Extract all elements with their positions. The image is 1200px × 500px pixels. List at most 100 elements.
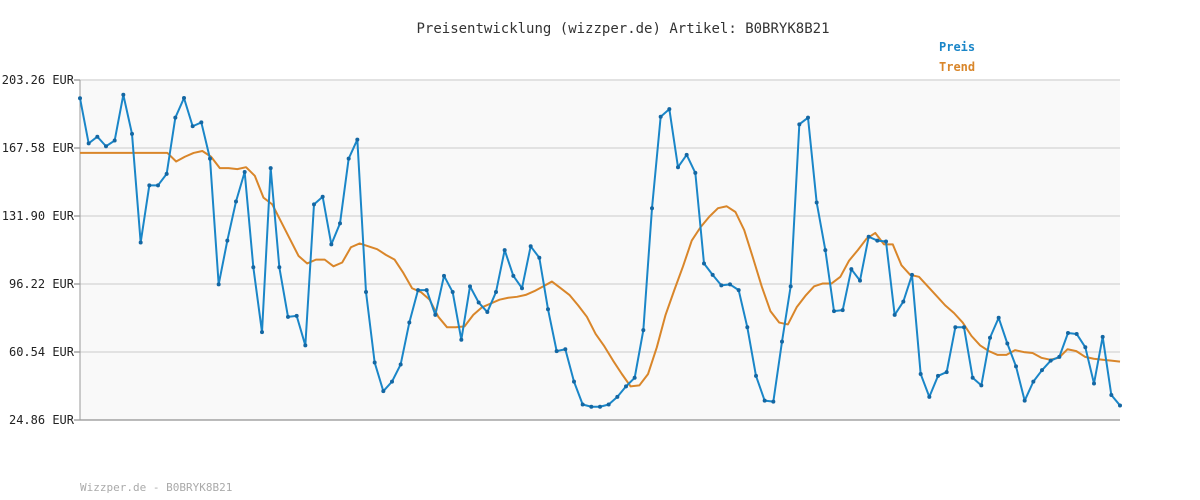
data-point (1022, 398, 1027, 403)
data-point (147, 183, 152, 188)
data-point (502, 248, 507, 253)
series-line (80, 150, 1121, 388)
data-point (537, 255, 542, 260)
data-point (199, 120, 204, 125)
data-point (1092, 381, 1096, 386)
data-point (546, 307, 550, 312)
data-point (684, 152, 689, 157)
data-point (641, 328, 646, 333)
data-point (346, 156, 351, 161)
data-point (762, 398, 767, 403)
y-tick-label: 24.86 EUR (9, 413, 75, 427)
data-point (563, 347, 568, 352)
data-point (1074, 331, 1079, 336)
data-point (1100, 334, 1105, 339)
data-point (1040, 368, 1044, 373)
data-point (390, 379, 394, 384)
data-point (528, 244, 533, 249)
y-tick-label: 203.26 EUR (2, 73, 75, 87)
data-point (589, 404, 594, 409)
data-point (658, 114, 663, 119)
data-point (927, 394, 932, 399)
data-point (1048, 358, 1053, 363)
data-point (806, 115, 810, 120)
legend-preis: Preis (939, 40, 975, 54)
data-point (754, 373, 758, 378)
data-point (771, 399, 776, 404)
data-point (260, 330, 264, 335)
data-point (918, 371, 923, 376)
data-point (242, 169, 247, 174)
data-point (364, 290, 368, 295)
legend-trend: Trend (939, 60, 975, 74)
data-point (1057, 354, 1062, 359)
data-point (86, 141, 91, 146)
data-point (858, 278, 862, 283)
data-point (632, 375, 637, 380)
data-point (520, 286, 524, 291)
data-point (702, 261, 706, 266)
data-point (745, 325, 750, 330)
data-point (320, 194, 325, 199)
data-point (667, 107, 672, 112)
data-point (910, 272, 914, 277)
data-point (892, 312, 897, 317)
data-point (1014, 364, 1018, 369)
data-point (442, 273, 446, 278)
data-point (95, 134, 100, 139)
gridlines (74, 79, 1120, 421)
data-point (268, 166, 273, 171)
data-point (875, 238, 880, 243)
data-point (866, 234, 871, 239)
data-point (710, 272, 715, 277)
data-point (468, 284, 472, 289)
data-point (433, 312, 438, 317)
data-point (580, 402, 585, 407)
data-point (312, 202, 316, 207)
data-point (104, 144, 108, 149)
data-point (788, 284, 793, 289)
data-point (996, 315, 1001, 320)
plot-background (80, 80, 1120, 420)
data-point (1066, 331, 1070, 336)
chart-title: Preisentwicklung (wizzper.de) Artikel: B… (416, 21, 829, 37)
plot-area: 203.26 EUR 167.58 EUR 131.90 EUR 96.22 EUR 6… (2, 73, 1122, 427)
data-point (234, 199, 238, 204)
data-point (216, 282, 221, 287)
data-point (1083, 345, 1088, 350)
data-point (962, 325, 966, 330)
data-point (970, 375, 975, 380)
data-point (849, 267, 854, 272)
data-point (953, 325, 958, 330)
data-point (251, 265, 256, 270)
data-point (598, 404, 602, 409)
data-point (606, 402, 611, 407)
data-point (190, 124, 195, 129)
y-tick-label: 131.90 EUR (2, 209, 75, 223)
data-point (780, 339, 784, 344)
data-point (511, 273, 516, 278)
data-point (728, 282, 732, 287)
data-point (676, 165, 680, 170)
data-point (286, 314, 290, 319)
data-point (381, 389, 386, 394)
data-point (208, 156, 212, 161)
data-point (988, 335, 992, 340)
data-point (277, 265, 282, 270)
data-point (130, 131, 134, 136)
series-trend (80, 150, 1121, 388)
data-point (329, 242, 334, 247)
data-point (424, 288, 429, 293)
data-point (624, 384, 628, 389)
data-point (832, 309, 836, 314)
data-point (450, 290, 455, 295)
data-point (1118, 403, 1122, 408)
footer-caption: Wizzper.de - B0BRYK8B21 (80, 481, 232, 494)
data-point (1031, 379, 1036, 384)
data-point (944, 370, 949, 375)
y-tick-label: 96.22 EUR (9, 277, 75, 291)
data-point (823, 248, 828, 253)
data-point (936, 373, 940, 378)
data-point (398, 362, 403, 367)
data-point (572, 379, 576, 384)
